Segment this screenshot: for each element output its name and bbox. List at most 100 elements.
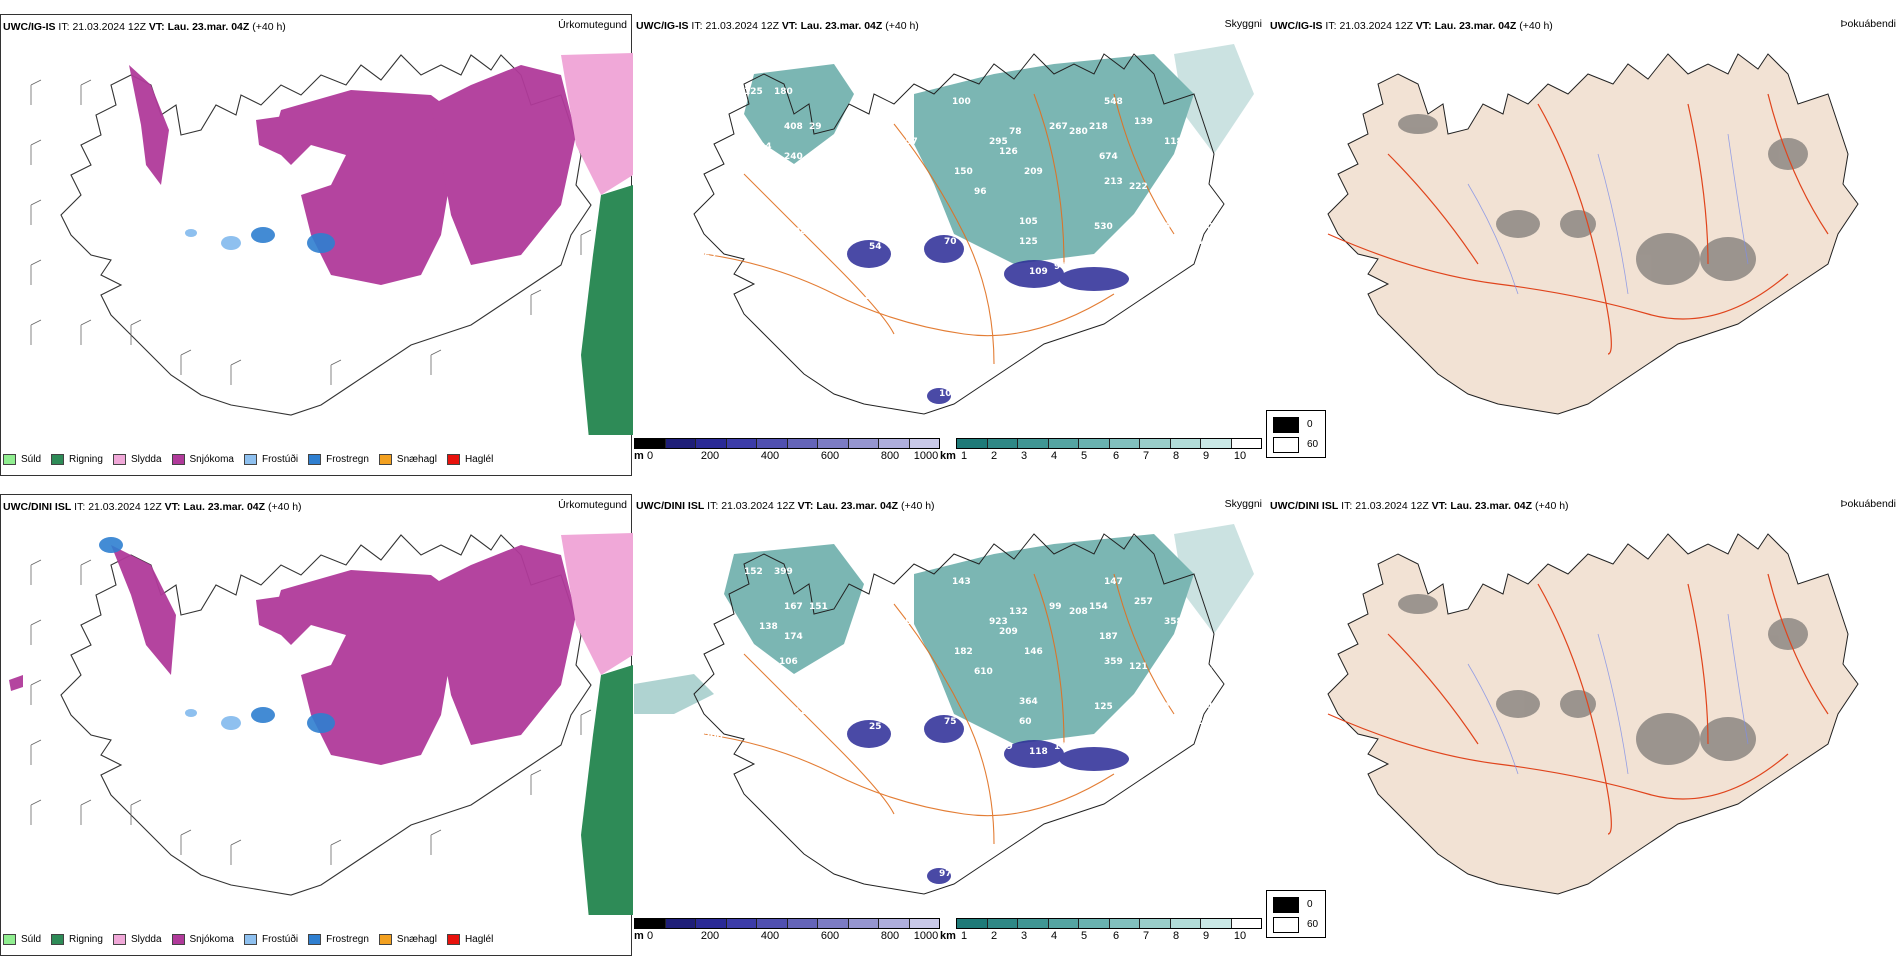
ceiling-value-label: 118 bbox=[1029, 747, 1048, 757]
vt-value: Lau. 23.mar. 04Z bbox=[1450, 500, 1533, 512]
panel-header: UWC/DINI ISL IT: 21.03.2024 12Z VT: Lau.… bbox=[3, 501, 627, 515]
vis-tick: 7 bbox=[1142, 450, 1150, 462]
model-name: UWC/IG-IS bbox=[1270, 20, 1323, 32]
ceiling-value-label: 100 bbox=[952, 97, 971, 107]
precip-type-panel-top: UWC/IG-IS IT: 21.03.2024 12Z VT: Lau. 23… bbox=[0, 14, 633, 476]
ceiling-value-label: 213 bbox=[1104, 177, 1123, 187]
ceiling-value-label: 194 bbox=[1194, 702, 1213, 712]
vt-value: Lau. 23.mar. 04Z bbox=[1434, 20, 1517, 32]
vis-tick: 4 bbox=[1050, 450, 1058, 462]
cbar-cell bbox=[1018, 919, 1049, 928]
vis-tick: 1 bbox=[960, 450, 968, 462]
legend-label: Haglél bbox=[464, 933, 494, 945]
it-label: IT: bbox=[707, 500, 719, 512]
swatch-hail bbox=[446, 933, 460, 945]
vt-label: VT: bbox=[781, 20, 798, 32]
cbar-cell bbox=[1079, 919, 1110, 928]
ceiling-value-label: 126 bbox=[999, 147, 1018, 157]
ceiling-tick: 0 bbox=[646, 450, 654, 462]
ceiling-value-label: 138 bbox=[759, 622, 778, 632]
ceiling-unit: m bbox=[634, 450, 644, 462]
ceiling-tick: 400 bbox=[760, 450, 780, 462]
ceiling-value-label: 98 bbox=[854, 757, 867, 767]
cbar-cell bbox=[787, 919, 818, 928]
ceiling-value-label: 126 bbox=[794, 707, 813, 717]
ceiling-value-label: 99 bbox=[1049, 602, 1062, 612]
ceiling-value-label: 257 bbox=[1134, 597, 1153, 607]
ceiling-tick: 200 bbox=[700, 930, 720, 942]
vis-tick: 9 bbox=[1202, 930, 1210, 942]
vis-tick: 10 bbox=[1233, 930, 1247, 942]
it-label: IT: bbox=[1341, 500, 1353, 512]
legend-label: Slydda bbox=[130, 453, 162, 465]
vt-label: VT: bbox=[148, 21, 165, 33]
cbar-cell bbox=[1109, 919, 1140, 928]
legend-label: Snæhagl bbox=[396, 453, 437, 465]
it-label: IT: bbox=[1325, 20, 1337, 32]
swatch-freezing-rain bbox=[308, 933, 322, 945]
ceiling-value-label: 267 bbox=[1049, 122, 1068, 132]
vis-tick: 5 bbox=[1080, 450, 1088, 462]
legend-item: Slydda bbox=[112, 933, 162, 945]
ceiling-value-label: 127 bbox=[839, 192, 858, 202]
panel-header: UWC/DINI ISL IT: 21.03.2024 12Z VT: Lau.… bbox=[1270, 500, 1896, 514]
ceiling-value-label: 364 bbox=[1019, 697, 1038, 707]
it-value: 21.03.2024 12Z bbox=[72, 21, 146, 33]
vt-value: Lau. 23.mar. 04Z bbox=[183, 501, 266, 513]
cbar-cell bbox=[696, 919, 727, 928]
ceiling-value-label: 113 bbox=[1134, 247, 1153, 257]
ceiling-value-label: 51 bbox=[1139, 747, 1152, 757]
vis-tick: 2 bbox=[990, 930, 998, 942]
fog-legend-white bbox=[1273, 917, 1299, 933]
ceiling-value-label: 153 bbox=[1139, 267, 1158, 277]
ceiling-colorbar bbox=[634, 918, 940, 929]
fog-legend-label: 0 bbox=[1307, 419, 1313, 430]
ceiling-value-label: 132 bbox=[1009, 607, 1028, 617]
ceiling-value-label: 118 bbox=[1164, 137, 1183, 147]
ceiling-value-label: 151 bbox=[809, 602, 828, 612]
swatch-sleet bbox=[112, 933, 126, 945]
precip-type-panel-bottom: UWC/DINI ISL IT: 21.03.2024 12Z VT: Lau.… bbox=[0, 494, 633, 956]
ceiling-value-label: 218 bbox=[1089, 122, 1108, 132]
legend-label: Súld bbox=[21, 453, 42, 465]
ceiling-value-label: 187 bbox=[1099, 632, 1118, 642]
ceiling-tick: 0 bbox=[646, 930, 654, 942]
vis-tick: 4 bbox=[1050, 930, 1058, 942]
ceiling-value-label: 194 bbox=[1184, 237, 1203, 247]
panel-title: Þokuábendi bbox=[1840, 498, 1896, 510]
ceiling-value-label: 99 bbox=[1174, 735, 1187, 745]
panel-title: Skyggni bbox=[1224, 498, 1262, 510]
swatch-freezing-rain bbox=[308, 453, 322, 465]
vis-tick: 8 bbox=[1172, 930, 1180, 942]
cbar-cell bbox=[1201, 439, 1232, 448]
ceiling-colorbar bbox=[634, 438, 940, 449]
legend-item: Haglél bbox=[446, 453, 493, 465]
lead-time: (+40 h) bbox=[900, 500, 935, 512]
ceiling-value-label: 78 bbox=[1164, 702, 1177, 712]
panel-title: Skyggni bbox=[1224, 18, 1262, 30]
swatch-snow-pellets bbox=[378, 453, 392, 465]
model-name: UWC/IG-IS bbox=[636, 20, 689, 32]
cbar-cell bbox=[1140, 919, 1171, 928]
ceiling-value-label: 146 bbox=[1024, 647, 1043, 657]
legend-item: Snæhagl bbox=[378, 453, 437, 465]
ceiling-value-label: 154 bbox=[1089, 602, 1108, 612]
vt-label: VT: bbox=[1431, 500, 1448, 512]
ceiling-value-label: 62 bbox=[704, 252, 717, 262]
cbar-cell bbox=[957, 919, 988, 928]
ceiling-value-label: 257 bbox=[899, 137, 918, 147]
cbar-cell bbox=[696, 439, 727, 448]
fog-legend-black bbox=[1273, 417, 1299, 433]
it-label: IT: bbox=[58, 21, 70, 33]
cbar-cell bbox=[818, 919, 849, 928]
ceiling-value-label: 96 bbox=[994, 262, 1007, 272]
swatch-drizzle bbox=[3, 453, 16, 465]
legend-label: Frostregn bbox=[326, 933, 369, 945]
swatch-freezing-drizzle bbox=[243, 933, 257, 945]
swatch-snow bbox=[171, 453, 185, 465]
vis-tick: 8 bbox=[1172, 450, 1180, 462]
legend-label: Frostúði bbox=[261, 933, 299, 945]
ceiling-value-label: 241 bbox=[1194, 187, 1213, 197]
panel-title: Þokuábendi bbox=[1840, 18, 1896, 30]
legend-item: Súld bbox=[3, 453, 42, 465]
